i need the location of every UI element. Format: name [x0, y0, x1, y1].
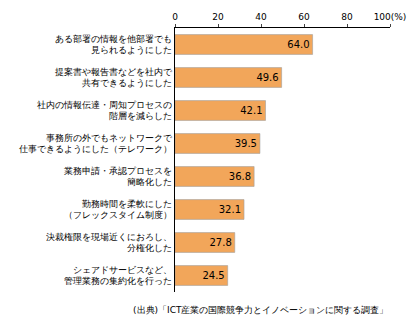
svg-text:(出典)「ICT産業の国際競争力とイノベーションに関する調査: (出典)「ICT産業の国際競争力とイノベーションに関する調査」: [133, 305, 388, 315]
svg-text:提案書や報告書などを社内で共有できるようにした: 提案書や報告書などを社内で共有できるようにした: [55, 67, 173, 89]
svg-text:事務所の外でもネットワークで仕事できるようにした（テレワーク: 事務所の外でもネットワークで仕事できるようにした（テレワーク）: [19, 133, 173, 155]
svg-text:決裁権限を現場近くにおろし、分権化した: 決裁権限を現場近くにおろし、分権化した: [46, 232, 172, 254]
svg-text:20: 20: [212, 12, 224, 22]
svg-text:0: 0: [172, 12, 178, 22]
svg-text:27.8: 27.8: [210, 237, 232, 248]
svg-text:42.1: 42.1: [240, 105, 262, 116]
svg-text:32.1: 32.1: [219, 204, 241, 215]
svg-text:24.5: 24.5: [202, 270, 224, 281]
svg-text:業務申請・承認プロセスを簡略化した: 業務申請・承認プロセスを簡略化した: [64, 166, 172, 188]
svg-text:49.6: 49.6: [256, 72, 278, 83]
svg-text:39.5: 39.5: [235, 138, 257, 149]
svg-text:社内の情報伝達・周知プロセスの階層を減らした: 社内の情報伝達・周知プロセスの階層を減らした: [37, 100, 172, 122]
svg-text:64.0: 64.0: [287, 39, 309, 50]
svg-text:36.8: 36.8: [229, 171, 251, 182]
svg-text:40: 40: [255, 12, 267, 22]
svg-text:100(%): 100(%): [374, 12, 407, 22]
svg-text:80: 80: [341, 12, 353, 22]
svg-text:勤務時間を柔軟にした（フレックスタイム制度）: 勤務時間を柔軟にした（フレックスタイム制度）: [64, 199, 172, 221]
svg-text:シェアドサービスなど、管理業務の集約化を行った: シェアドサービスなど、管理業務の集約化を行った: [64, 265, 172, 287]
svg-text:ある部署の情報を他部署でも見られるようにした: ある部署の情報を他部署でも見られるようにした: [55, 34, 172, 56]
svg-text:60: 60: [298, 12, 310, 22]
